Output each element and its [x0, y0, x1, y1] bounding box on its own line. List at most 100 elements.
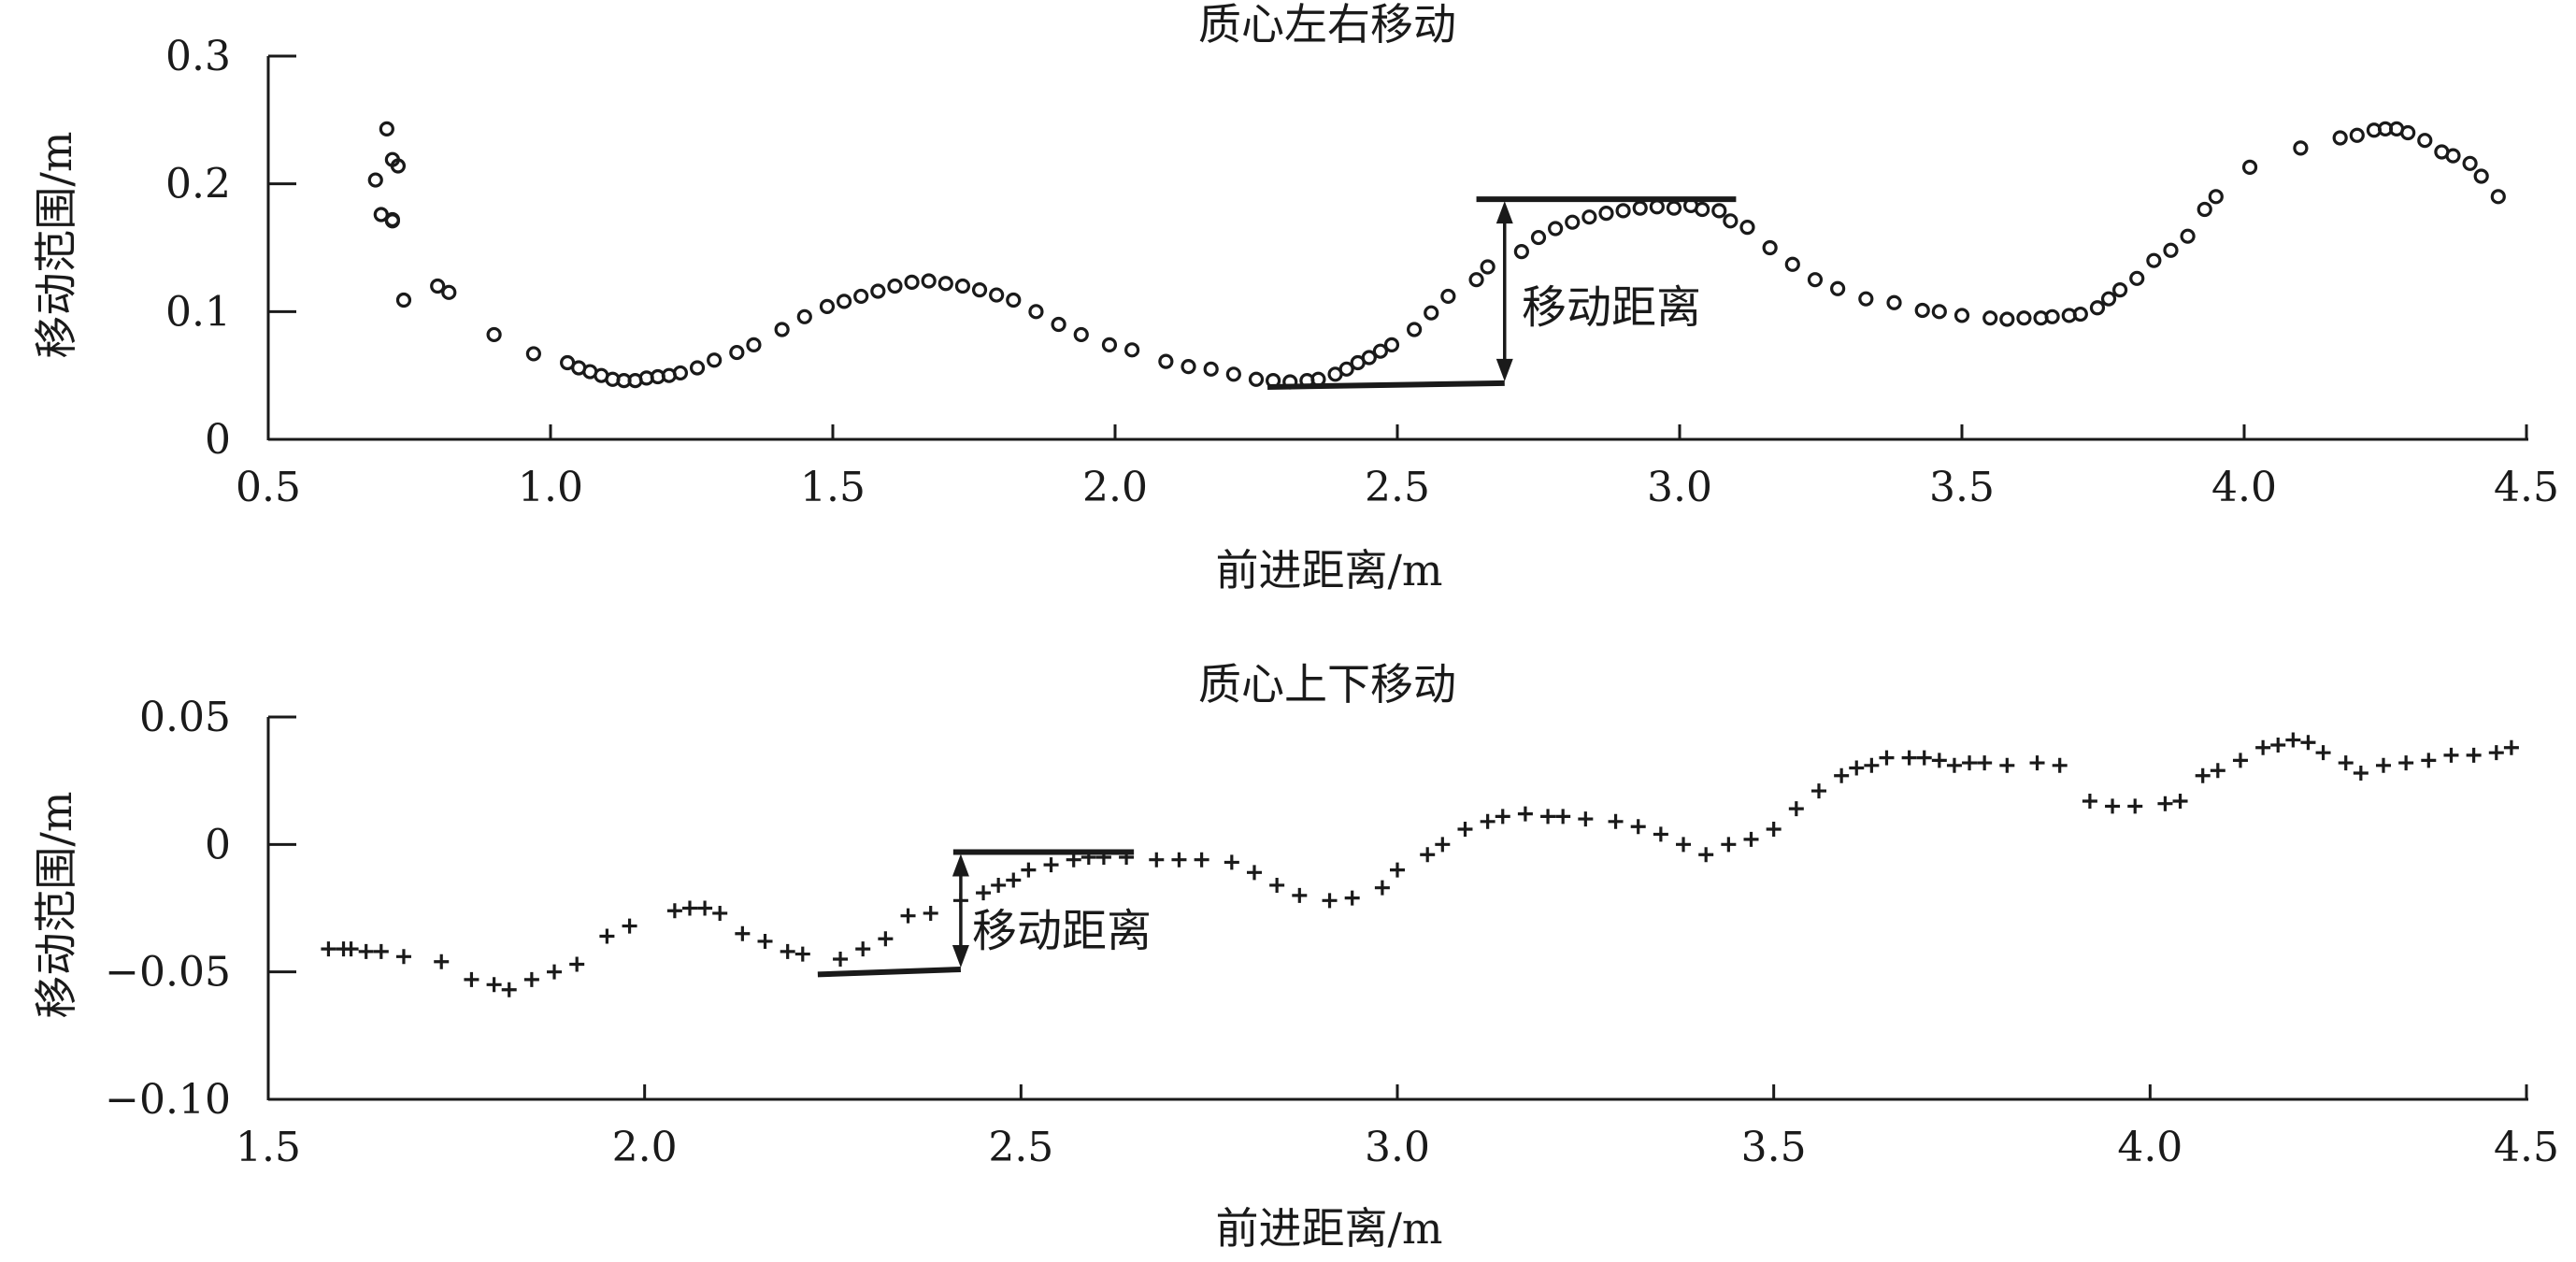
data-point [2089, 300, 2106, 316]
chart-title: 质心上下移动 [1198, 659, 1456, 710]
data-point [2082, 793, 2097, 809]
y-axis-label: 移动范围/m [31, 791, 81, 1018]
data-point [904, 274, 920, 290]
data-point [681, 900, 697, 916]
data-point [2473, 168, 2489, 184]
data-point [373, 943, 389, 959]
data-point [464, 971, 479, 987]
data-point [794, 946, 810, 962]
data-point [430, 278, 446, 294]
data-point [2044, 308, 2060, 324]
data-point [1540, 809, 1556, 825]
data-point [2421, 753, 2437, 768]
data-point [2157, 796, 2173, 811]
data-point [1649, 199, 1665, 215]
data-point [1810, 783, 1826, 799]
y-tick-label: 0 [205, 821, 231, 868]
x-axis-label: 前进距离/m [1215, 1203, 1442, 1254]
data-point [2445, 148, 2461, 164]
data-point [434, 954, 450, 969]
data-point [379, 121, 394, 136]
x-tick-label: 3.5 [1741, 1124, 1807, 1171]
data-point [358, 943, 374, 959]
data-point [921, 273, 937, 289]
data-point [2398, 755, 2414, 771]
data-point [1513, 244, 1529, 260]
y-tick-label: 0.05 [139, 694, 231, 741]
data-point [1630, 819, 1646, 835]
data-point [1372, 343, 1388, 359]
tick-group: 0.5 1.0 1.5 2.0 2.5 3.0 3.5 4.0 4.5 0 0.1 0.2 0.3 [165, 33, 2559, 511]
data-point [1101, 337, 1118, 352]
data-point [1632, 200, 1648, 216]
data-point [1269, 877, 1285, 893]
data-point [1548, 221, 1564, 237]
data-point [1653, 826, 1668, 842]
data-point [622, 918, 637, 934]
data-point [2417, 133, 2433, 149]
data-point [1407, 322, 1423, 337]
data-point [2029, 755, 2045, 771]
data-point [1830, 280, 1846, 296]
data-point [2270, 737, 2286, 753]
data-point [1695, 201, 1710, 218]
data-point [2195, 767, 2211, 783]
data-points [321, 732, 2519, 997]
x-tick-label: 1.5 [236, 1124, 301, 1171]
data-point [1043, 857, 1059, 873]
data-point [689, 360, 706, 376]
data-point [1879, 750, 1895, 766]
data-point [1807, 272, 1824, 288]
data-point [1194, 852, 1209, 868]
annotation-label: 移动距离 [1522, 281, 1701, 334]
data-point [1338, 361, 1354, 377]
data-point [1292, 887, 1308, 903]
data-point [1743, 831, 1759, 847]
data-point [1051, 316, 1066, 333]
data-point [746, 337, 762, 352]
data-point [1374, 880, 1390, 896]
x-tick-label: 4.5 [2494, 1124, 2559, 1171]
data-point [2353, 765, 2368, 781]
data-point [853, 288, 869, 305]
data-point [2488, 745, 2504, 761]
data-point [501, 982, 517, 997]
data-point [937, 276, 953, 292]
data-point [384, 213, 400, 229]
data-point [1440, 288, 1456, 305]
data-point [441, 284, 457, 300]
data-point [486, 977, 502, 993]
data-point [1530, 229, 1547, 246]
x-tick-label: 2.5 [988, 1124, 1053, 1171]
y-tick-label: −0.05 [105, 949, 231, 997]
data-point [712, 905, 728, 921]
data-point [1953, 308, 1970, 323]
data-point [2072, 306, 2088, 323]
data-point [1762, 239, 1778, 256]
movement-annotation: 移动距离 [817, 849, 1152, 978]
data-point [1181, 359, 1196, 375]
data-point [1480, 259, 1496, 275]
data-point [1962, 755, 1978, 771]
chart-lateral: 质心左右移动 前进距离/m 移动范围/m 0.5 1.0 1.5 2.0 2.5 3.0 3… [31, 0, 2559, 595]
data-point [1246, 865, 1262, 881]
x-tick-label: 3.0 [1365, 1124, 1430, 1171]
axes [266, 717, 2528, 1101]
data-point [1203, 361, 1219, 377]
data-point [735, 925, 751, 941]
data-point [2490, 189, 2506, 205]
x-tick-label: 4.5 [2494, 464, 2559, 511]
data-point [976, 885, 992, 901]
x-tick-label: 0.5 [236, 464, 301, 511]
data-point [2232, 753, 2248, 768]
data-point [1581, 209, 1597, 225]
data-point [1864, 757, 1880, 773]
data-point [2503, 739, 2519, 755]
data-point [395, 949, 411, 965]
x-tick-label: 2.5 [1365, 464, 1430, 511]
data-point [2349, 127, 2365, 143]
annotation-low-line [1267, 380, 1505, 390]
annotation-arrowhead-down [1496, 358, 1513, 381]
data-point [1723, 213, 1739, 229]
